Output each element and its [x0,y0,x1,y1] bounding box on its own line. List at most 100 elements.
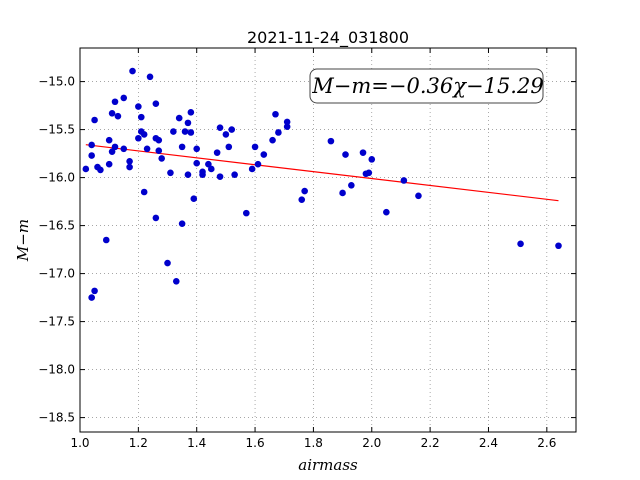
data-point [88,294,95,301]
data-point [190,195,198,203]
data-point [283,118,291,126]
data-point [275,129,282,136]
x-tick-label: 2.4 [479,436,498,450]
data-point [359,149,367,156]
x-tick-label: 2.2 [421,436,440,450]
axis-ticks: 1.0 1.2 1.4 1.6 1.8 2.0 2.2 2.4 2.6 −15.0 −15.5 −16… [38,48,576,450]
data-point [348,181,355,189]
data-point [339,189,346,197]
fit-line [85,144,559,202]
data-point [105,136,113,144]
data-point [170,128,177,135]
data-point [120,145,128,153]
data-point [152,100,160,107]
data-point [126,163,133,171]
data-point [129,67,136,75]
data-point [225,143,233,151]
data-point [368,156,376,163]
x-tick-label: 1.0 [70,436,89,450]
data-point [137,113,145,121]
data-point [105,160,113,168]
data-point [184,171,192,179]
data-point [269,136,276,144]
x-tick-label: 2.6 [537,436,556,450]
annotation-text: M−m=−0.36χ−15.29 [311,74,543,98]
fit-line-layer [85,144,559,202]
data-point [272,110,279,118]
data-point [205,160,212,168]
data-point [181,128,189,135]
data-point [178,220,186,227]
data-point [298,196,306,203]
x-tick-label: 1.8 [304,436,323,450]
data-point [517,240,524,248]
data-point [108,148,116,155]
data-point [155,136,163,144]
data-point [187,129,195,136]
y-tick-label: −18.0 [38,363,75,377]
data-point [254,160,262,168]
data-point [97,166,104,174]
data-point [108,109,116,117]
data-point [193,145,201,153]
data-point [155,147,163,155]
data-point [222,131,230,138]
data-point [164,259,171,267]
data-point [82,165,90,173]
data-point [415,192,422,200]
data-point [175,114,183,122]
data-point [327,137,335,145]
y-tick-label: −15.0 [38,75,75,89]
data-point [383,208,390,216]
data-point [216,124,224,131]
y-tick-label: −18.5 [38,411,75,425]
data-point [342,151,349,158]
data-point [184,119,192,127]
data-point [187,109,195,116]
data-point [111,98,119,106]
data-point [172,277,180,285]
y-tick-label: −17.5 [38,315,75,329]
x-axis-label: airmass [298,456,358,474]
data-point [88,152,95,159]
data-point [248,165,256,173]
y-axis-label: M−m [14,219,32,262]
x-tick-label: 1.2 [129,436,148,450]
data-point [135,103,142,110]
data-point [283,123,291,131]
equation-annotation: M−m=−0.36χ−15.29 [309,68,544,104]
data-point [260,151,268,158]
data-points [82,67,562,301]
data-point [140,188,148,196]
x-tick-label: 1.4 [187,436,206,450]
data-point [231,171,238,179]
data-point [301,187,308,195]
data-point [135,134,142,142]
data-point [146,73,154,81]
data-point [120,94,128,102]
chart-title: 2021-11-24_031800 [247,28,409,48]
plot-area-frame [79,47,577,433]
data-point [152,214,160,222]
y-tick-label: −16.5 [38,219,75,233]
y-tick-label: −17.0 [38,267,75,281]
y-tick-label: −15.5 [38,123,75,137]
data-point [216,173,224,180]
data-point [143,145,151,153]
x-tick-label: 2.0 [362,436,381,450]
data-point [158,155,165,162]
data-point [193,159,201,167]
grid [79,48,576,432]
data-point [365,169,373,177]
data-point [126,157,133,165]
data-point [88,141,95,149]
data-point [228,126,236,133]
data-point [213,149,221,156]
data-point [207,165,215,173]
annotation-box [309,68,544,104]
data-point [555,242,562,250]
data-point [251,143,259,151]
data-point [167,169,174,177]
y-tick-label: −16.0 [38,171,75,185]
